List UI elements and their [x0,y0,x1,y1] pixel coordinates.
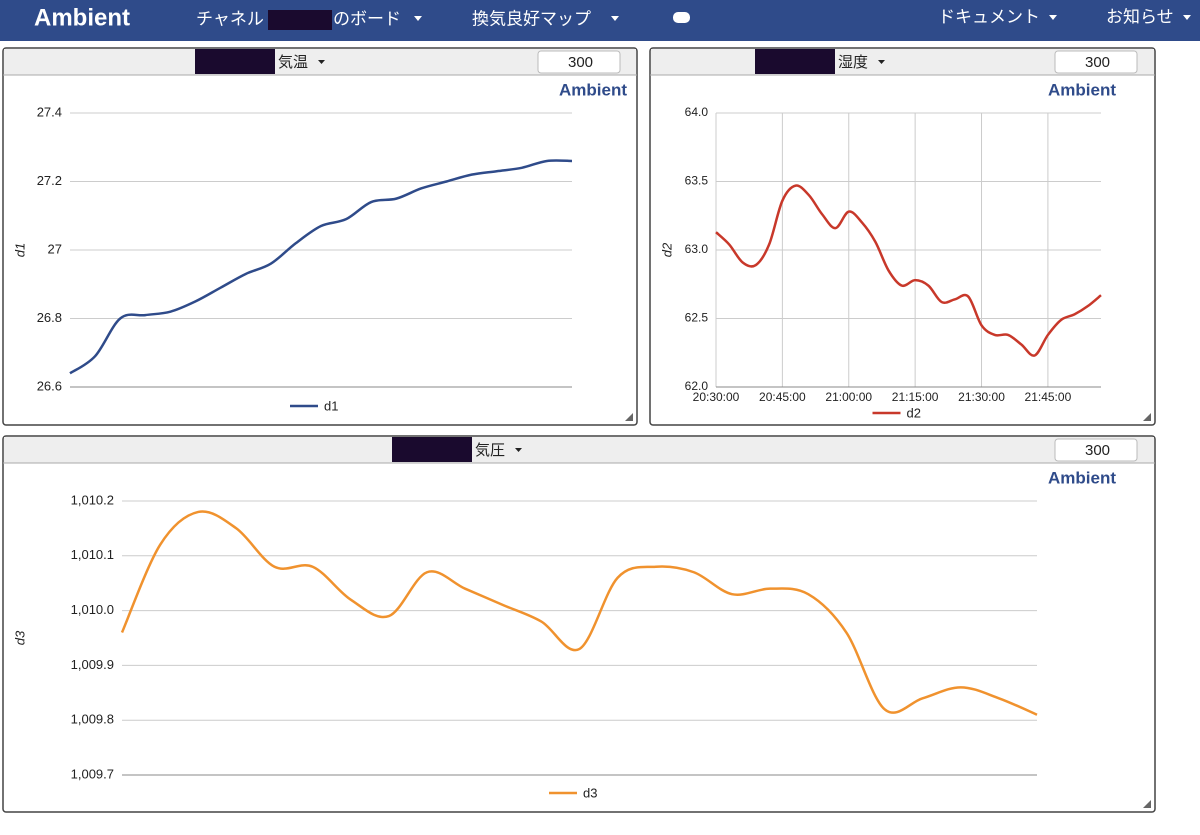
panel [2,435,1156,813]
y-tick-label: 62.0 [685,379,709,393]
chart-brand: Ambient [1048,80,1116,99]
panel [649,47,1156,426]
y-tick-label: 27.4 [37,104,62,119]
nav-item[interactable]: ドキュメント [938,7,1040,26]
y-tick-label: 64.0 [685,105,709,119]
panel-header [4,437,1154,463]
panel-title[interactable]: 気圧 [475,442,505,459]
x-tick-label: 21:15:00 [892,390,939,404]
x-tick-label: 21:30:00 [958,390,1005,404]
caret [878,60,885,64]
y-axis-label: d2 [659,242,674,257]
y-tick-label: 1,009.9 [71,657,114,672]
redaction [268,10,332,30]
nav-item[interactable]: 換気良好マップ [472,9,591,28]
panel-title[interactable]: 気温 [278,54,308,71]
redaction [392,437,472,462]
y-axis-label: d1 [12,243,27,257]
y-tick-label: 1,010.2 [71,492,114,507]
redaction [195,49,275,74]
x-tick-label: 20:45:00 [759,390,806,404]
y-tick-label: 26.6 [37,378,62,393]
series-line [69,159,573,375]
y-tick-label: 27.2 [37,173,62,188]
legend-label: d1 [324,398,338,413]
caret [318,60,325,64]
nav-item[interactable]: のボード [333,9,401,28]
nav-item[interactable]: お知らせ [1106,7,1174,26]
chart-brand: Ambient [1048,468,1116,487]
series-line [120,510,1038,716]
y-tick-label: 1,009.8 [71,712,114,727]
caret [515,448,522,452]
panel-title[interactable]: 湿度 [838,54,868,71]
y-axis-label: d3 [12,630,27,645]
legend-label: d2 [907,405,921,420]
panel [2,47,638,426]
y-tick-label: 1,009.7 [71,766,114,781]
series-line [715,184,1102,357]
y-tick-label: 26.8 [37,310,62,325]
toggle[interactable] [673,12,690,23]
caret [1183,15,1191,20]
y-tick-label: 63.5 [685,174,709,188]
caret [414,16,422,21]
resize-handle[interactable] [1143,413,1151,421]
points-value[interactable]: 300 [568,54,593,71]
y-tick-label: 62.5 [685,311,709,325]
x-tick-label: 20:30:00 [693,390,740,404]
resize-handle[interactable] [1143,800,1151,808]
y-tick-label: 1,010.0 [71,602,114,617]
points-value[interactable]: 300 [1085,442,1110,459]
nav-bar [0,0,1200,41]
points-input[interactable] [1054,438,1138,462]
x-tick-label: 21:00:00 [825,390,872,404]
points-input[interactable] [537,50,621,74]
resize-handle[interactable] [625,413,633,421]
y-tick-label: 63.0 [685,242,709,256]
redaction [755,49,835,74]
brand[interactable]: Ambient [34,4,130,31]
points-value[interactable]: 300 [1085,54,1110,71]
points-input[interactable] [1054,50,1138,74]
caret [611,16,619,21]
caret [1049,15,1057,20]
legend-label: d3 [583,785,597,800]
y-tick-label: 1,010.1 [71,547,114,562]
chart-brand: Ambient [559,80,627,99]
y-tick-label: 27 [48,241,62,256]
x-tick-label: 21:45:00 [1025,390,1072,404]
nav-item[interactable]: チャネル [196,9,264,28]
